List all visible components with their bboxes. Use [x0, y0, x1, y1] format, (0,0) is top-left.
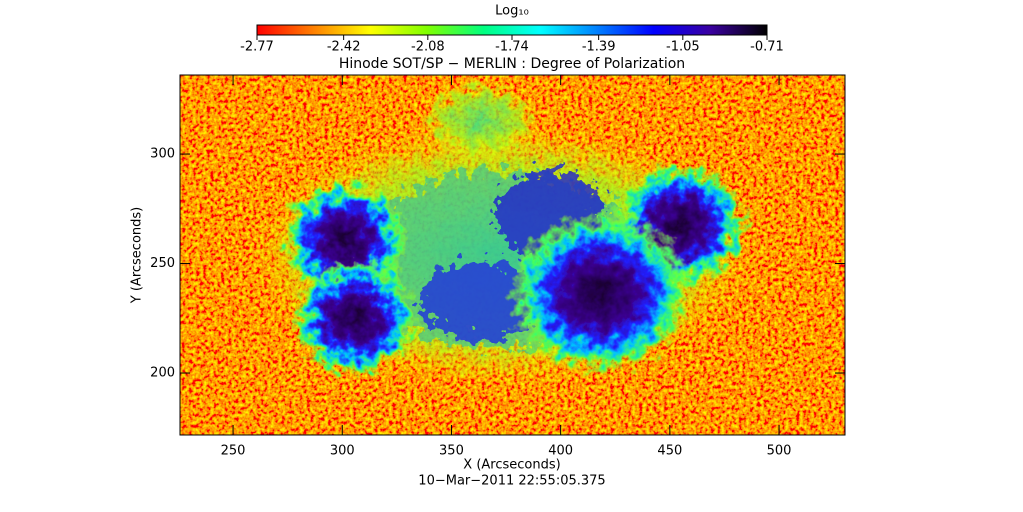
plot-frame	[179, 74, 846, 436]
colorbar-tick-label: -2.42	[327, 40, 361, 55]
colorbar-tick-label: -1.05	[666, 40, 700, 55]
colorbar-tick-label: -2.77	[240, 40, 274, 55]
x-tick-label: 300	[330, 444, 355, 459]
colorbar-tick-label: -1.74	[495, 40, 529, 55]
colorbar	[256, 24, 768, 36]
colorbar-tick-label: -1.39	[582, 40, 616, 55]
y-axis-label: Y (Arcseconds)	[130, 207, 145, 304]
y-tick-label: 250	[150, 256, 175, 271]
x-tick-label: 450	[657, 444, 682, 459]
chart-title: Hinode SOT/SP − MERLIN : Degree of Polar…	[339, 56, 685, 72]
x-tick-label: 500	[767, 444, 792, 459]
colorbar-label: Log₁₀	[495, 4, 529, 19]
footer: 10−Mar−2011 22:55:05.375	[418, 474, 605, 489]
y-tick-label: 200	[150, 366, 175, 381]
x-tick-label: 350	[439, 444, 464, 459]
y-tick-label: 300	[150, 147, 175, 162]
x-tick-label: 400	[548, 444, 573, 459]
x-tick-label: 250	[221, 444, 246, 459]
heatmap-image	[180, 75, 845, 435]
colorbar-tick-label: -2.08	[411, 40, 445, 55]
x-axis-label: X (Arcseconds)	[463, 458, 560, 473]
colorbar-tick-label: -0.71	[750, 40, 784, 55]
